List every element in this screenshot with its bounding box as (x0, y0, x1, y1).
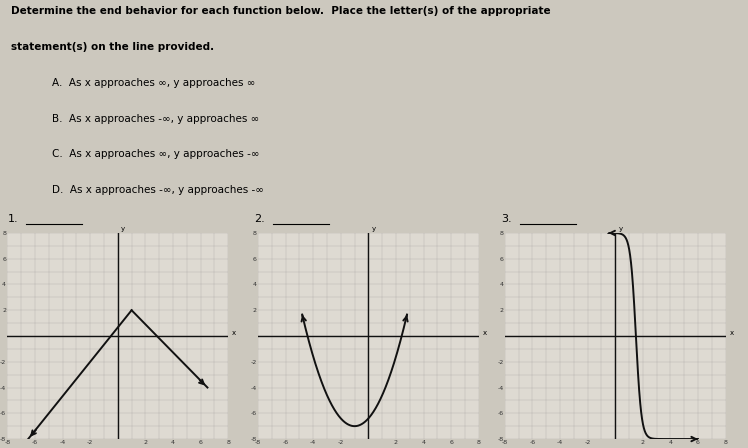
Text: C.  As x approaches ∞, y approaches -∞: C. As x approaches ∞, y approaches -∞ (52, 150, 260, 159)
Text: y: y (121, 226, 126, 232)
Text: y: y (619, 226, 623, 232)
Text: B.  As x approaches -∞, y approaches ∞: B. As x approaches -∞, y approaches ∞ (52, 114, 260, 124)
Text: y: y (372, 226, 376, 232)
Text: A.  As x approaches ∞, y approaches ∞: A. As x approaches ∞, y approaches ∞ (52, 78, 256, 88)
Text: 3.: 3. (501, 214, 512, 224)
Text: 2.: 2. (254, 214, 265, 224)
Text: x: x (483, 330, 487, 336)
Text: D.  As x approaches -∞, y approaches -∞: D. As x approaches -∞, y approaches -∞ (52, 185, 264, 195)
Text: x: x (730, 330, 734, 336)
Text: x: x (233, 330, 236, 336)
Text: 1.: 1. (7, 214, 18, 224)
Text: statement(s) on the line provided.: statement(s) on the line provided. (11, 42, 215, 52)
Text: Determine the end behavior for each function below.  Place the letter(s) of the : Determine the end behavior for each func… (11, 6, 551, 16)
